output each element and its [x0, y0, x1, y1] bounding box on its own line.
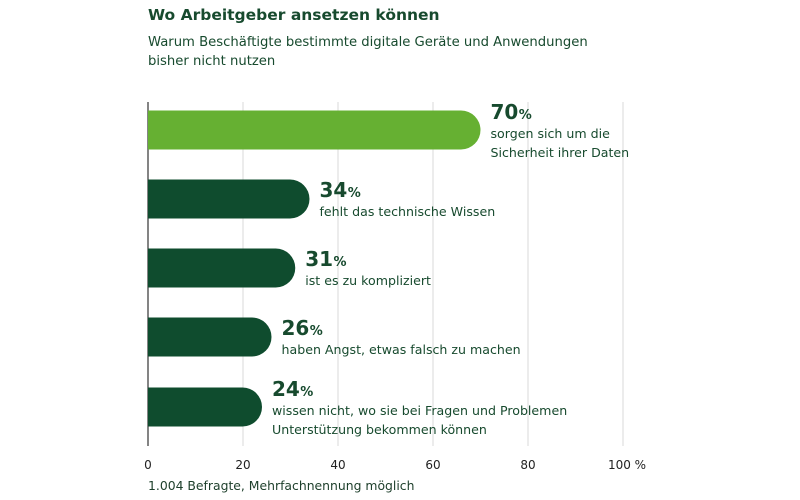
bar-2 — [148, 179, 310, 219]
x-tick-label: 0 — [144, 458, 152, 470]
bar-5 — [148, 387, 262, 427]
bar-category-label: haben Angst, etwas falsch zu machen — [282, 342, 521, 357]
bar-category-label: ist es zu kompliziert — [305, 273, 431, 288]
chart-title: Wo Arbeitgeber ansetzen können — [148, 6, 440, 24]
bar-1 — [148, 110, 481, 150]
bar-value-unit: % — [348, 186, 361, 201]
bar-value-unit: % — [519, 108, 532, 123]
chart-footnote: 1.004 Befragte, Mehrfachnennung möglich — [148, 478, 415, 493]
bar-value-label: 26 — [282, 316, 310, 340]
bar-value-unit: % — [300, 385, 313, 400]
bar-category-label: fehlt das technische Wissen — [320, 204, 496, 219]
bar-4 — [148, 317, 272, 357]
x-tick-label: 40 — [330, 458, 345, 470]
bar-3 — [148, 248, 296, 288]
x-tick-label: 20 — [235, 458, 250, 470]
bar-value-label: 24 — [272, 377, 300, 401]
bar-value-label: 34 — [320, 178, 348, 202]
chart-subtitle: Warum Beschäftigte bestimmte digitale Ge… — [148, 35, 588, 69]
bar-value-label: 31 — [305, 247, 333, 271]
bar-category-label: wissen nicht, wo sie bei Fragen und Prob… — [272, 403, 567, 418]
x-tick-label: 80 — [520, 458, 535, 470]
bar-category-label: sorgen sich um die — [491, 126, 611, 141]
x-tick-label: 60 — [425, 458, 440, 470]
bar-value-unit: % — [310, 324, 323, 339]
x-tick-label: 100 % — [608, 458, 646, 470]
bar-value-unit: % — [333, 255, 346, 270]
bar-category-label: Unterstützung bekommen können — [272, 422, 487, 437]
bar-value-label: 70 — [491, 100, 519, 124]
bar-chart: 0 20 40 60 80 100 % 70 % sorgen sich um die Siche… — [144, 100, 646, 470]
bar-category-label: Sicherheit ihrer Daten — [491, 145, 630, 160]
